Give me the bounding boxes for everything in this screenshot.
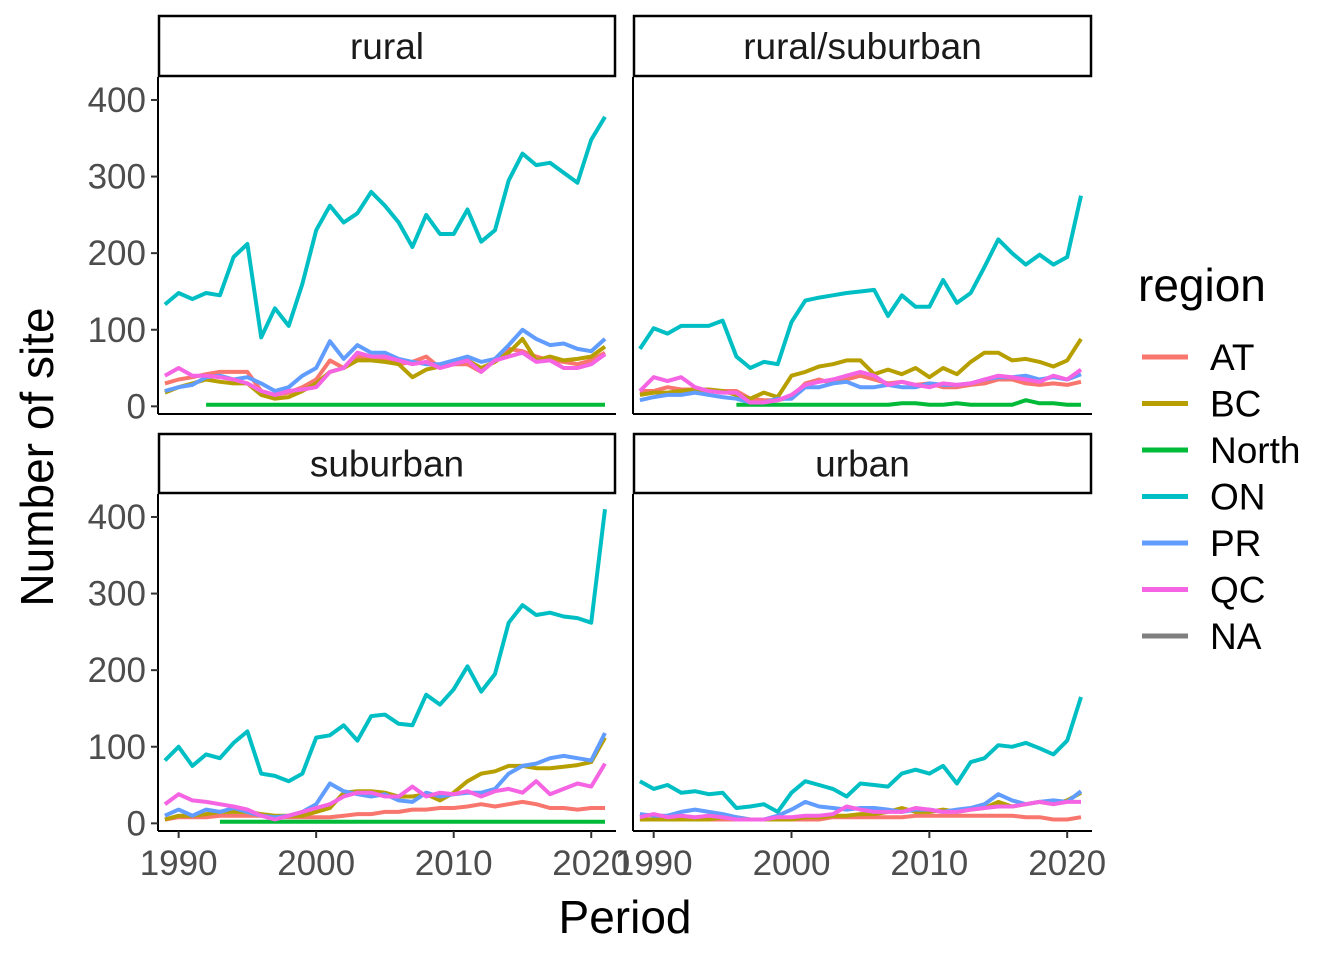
series-line-qc [163, 762, 607, 822]
x-tick-label: 2020 [1028, 844, 1106, 883]
legend-entry-pr: PR [1142, 523, 1261, 564]
legend-label: PR [1210, 523, 1261, 564]
legend-title: region [1138, 259, 1266, 311]
legend-entries: AT BC North ON PR QC NA [1142, 337, 1300, 657]
facet-strip [157, 432, 617, 495]
legend-entry-bc: BC [1142, 384, 1261, 425]
facet-strip [632, 14, 1093, 78]
facet-strip [157, 14, 617, 78]
legend-label: ON [1210, 477, 1266, 518]
x-tick-label: 2000 [277, 844, 355, 883]
panel-urban: urban 1990 2000 2010 2020 [615, 432, 1106, 883]
legend-label: North [1210, 430, 1300, 471]
y-axis-title: Number of site [11, 307, 63, 606]
x-tick-label: 1990 [140, 844, 218, 883]
series-line-qc [163, 350, 607, 397]
facet-strip-label: rural/suburban [743, 26, 982, 67]
x-tick-label: 2020 [552, 844, 630, 883]
legend: region AT BC North ON PR QC NA [1138, 259, 1300, 657]
legend-entry-at: AT [1142, 337, 1255, 378]
series-line-at [164, 799, 605, 822]
legend-label: AT [1210, 337, 1255, 378]
panel-rural: rural 0 100 200 300 400 [88, 14, 617, 426]
y-tick-label: 0 [127, 804, 146, 843]
y-tick-label: 400 [88, 81, 146, 120]
x-axis-title: Period [559, 891, 692, 943]
legend-entry-qc: QC [1142, 570, 1266, 611]
series-line-qc [638, 367, 1083, 405]
series-line-on [638, 696, 1083, 814]
x-tick-label: 2010 [415, 844, 493, 883]
x-tick-label: 1990 [615, 844, 693, 883]
legend-entry-na: NA [1142, 616, 1262, 657]
series-line-bc [164, 336, 607, 401]
facet-strip [632, 432, 1093, 495]
series-line-north [736, 398, 1081, 407]
legend-label: QC [1210, 570, 1266, 611]
series-line-qc [639, 799, 1081, 822]
panels-layer: rural 0 100 200 300 400 rural/suburban suburban… [88, 14, 1106, 883]
legend-label: NA [1210, 616, 1262, 657]
series-line-on [638, 195, 1083, 370]
series-line-on [163, 509, 607, 784]
panel-rural-suburban: rural/suburban [632, 14, 1093, 415]
y-tick-label: 100 [88, 311, 146, 350]
y-tick-label: 200 [88, 651, 146, 690]
legend-entry-north: North [1142, 430, 1300, 471]
legend-entry-on: ON [1142, 477, 1266, 518]
y-tick-label: 100 [88, 728, 146, 767]
y-tick-label: 300 [88, 575, 146, 614]
x-tick-label: 2000 [753, 844, 831, 883]
y-tick-label: 300 [88, 158, 146, 197]
x-tick-label: 2010 [890, 844, 968, 883]
series-line-on [163, 115, 607, 340]
y-tick-label: 200 [88, 234, 146, 273]
y-tick-label: 400 [88, 498, 146, 537]
y-tick-label: 0 [127, 387, 146, 426]
facet-strip-label: suburban [310, 444, 464, 485]
panel-suburban: suburban 0 100 200 300 400 1990 2000 2010 2020 [88, 432, 630, 883]
facet-strip-label: urban [815, 444, 910, 485]
legend-label: BC [1210, 384, 1261, 425]
facet-strip-label: rural [350, 26, 424, 67]
